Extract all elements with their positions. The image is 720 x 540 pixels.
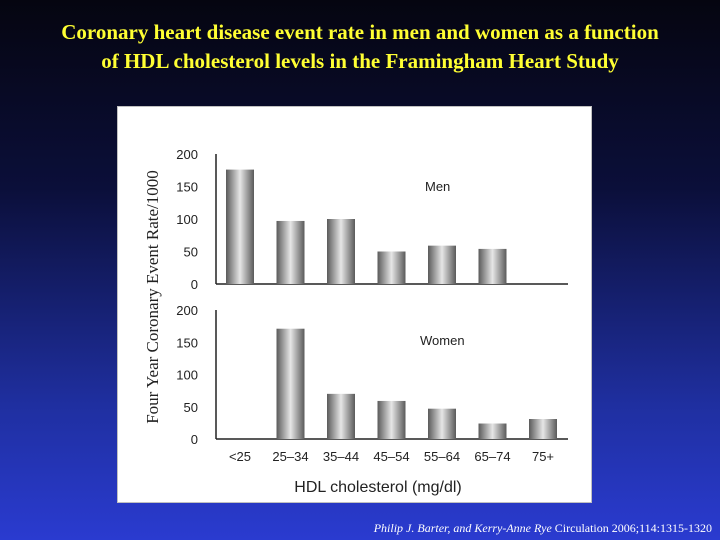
bar-men xyxy=(327,219,355,284)
y-tick-label-men: 150 xyxy=(176,180,198,195)
chart-svg: 0 50 100 150 200 Men 0 50 100 150 200 Women <25 25–34… xyxy=(143,147,568,496)
panel-label-men: Men xyxy=(425,179,450,194)
y-tick-label-women: 150 xyxy=(176,335,198,350)
bar-men xyxy=(276,220,305,284)
y-tick-label-women: 200 xyxy=(176,303,198,318)
bar-women xyxy=(478,423,507,439)
bar-women xyxy=(377,400,406,439)
citation-journal: Circulation 2006;114:1315-1320 xyxy=(551,521,712,535)
x-tick-label: 25–34 xyxy=(272,449,308,464)
bar-men xyxy=(377,251,406,284)
citation-authors: Philip J. Barter, and Kerry-Anne Rye xyxy=(373,521,552,535)
x-axis-title: HDL cholesterol (mg/dl) xyxy=(294,479,461,496)
slide-title: Coronary heart disease event rate in men… xyxy=(0,18,720,76)
title-line-2: of HDL cholesterol levels in the Framing… xyxy=(101,49,619,73)
y-axis-title: Four Year Coronary Event Rate/1000 xyxy=(143,170,162,424)
bar-women xyxy=(428,408,456,439)
bar-men xyxy=(428,245,456,284)
x-tick-label: 75+ xyxy=(532,449,554,464)
bar-men xyxy=(478,248,507,284)
y-tick-label-women: 0 xyxy=(191,432,198,447)
x-tick-label: <25 xyxy=(229,449,251,464)
y-tick-label-women: 50 xyxy=(184,400,198,415)
citation: Philip J. Barter, and Kerry-Anne Rye Cir… xyxy=(374,521,712,536)
x-tick-label: 35–44 xyxy=(323,449,359,464)
chart-panel: 0 50 100 150 200 Men 0 50 100 150 200 Women <25 25–34… xyxy=(118,107,591,502)
x-tick-label: 65–74 xyxy=(474,449,510,464)
y-tick-label-men: 50 xyxy=(184,245,198,260)
y-tick-label-men: 100 xyxy=(176,212,198,227)
bar-men xyxy=(226,169,254,284)
bar-women xyxy=(276,328,305,439)
x-tick-label: 55–64 xyxy=(424,449,460,464)
y-tick-label-men: 200 xyxy=(176,147,198,162)
y-tick-label-women: 100 xyxy=(176,368,198,383)
y-tick-label-men: 0 xyxy=(191,277,198,292)
x-tick-label: 45–54 xyxy=(373,449,409,464)
title-line-1: Coronary heart disease event rate in men… xyxy=(61,20,659,44)
bar-women xyxy=(327,393,355,439)
bar-women xyxy=(529,419,557,439)
panel-label-women: Women xyxy=(420,333,465,348)
